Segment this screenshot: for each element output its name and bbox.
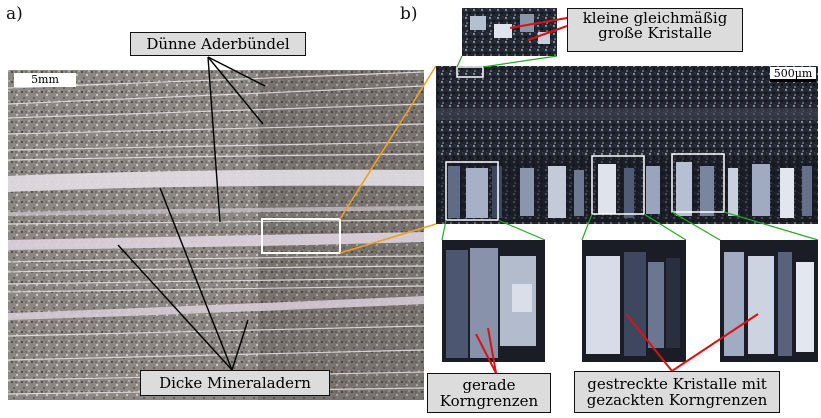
label-straight-line2: Korngrenzen	[439, 392, 539, 410]
select-box-2	[591, 155, 645, 215]
label-thick-veins-text: Dicke Mineraladern	[159, 374, 311, 392]
photo-a	[7, 70, 425, 400]
inset-top	[462, 8, 557, 56]
panel-label-b: b)	[400, 4, 418, 24]
thick-veins	[8, 169, 424, 320]
inset-1	[442, 240, 545, 362]
select-box-top	[456, 66, 484, 78]
label-stretched-line2: gezackten Korngrenzen	[586, 391, 768, 409]
select-box-3	[671, 153, 725, 213]
inset-2	[582, 240, 686, 362]
label-stretched-line1: gestreckte Kristalle mit	[587, 375, 767, 393]
label-small-crystals: kleine gleichmäßig große Kristalle	[567, 8, 743, 52]
red-arrows	[475, 17, 759, 374]
label-straight-line1: gerade	[462, 376, 516, 394]
inset-3	[720, 240, 818, 362]
scalebar-b-label: 500µm	[773, 67, 813, 80]
scalebar-a-label: 5mm	[31, 73, 59, 86]
panel-label-a: a)	[6, 4, 23, 24]
label-stretched-crystals: gestreckte Kristalle mit gezackten Korng…	[574, 371, 780, 413]
label-small-crystals-line2: große Kristalle	[598, 24, 712, 42]
label-thin-veins: Dünne Aderbündel	[130, 32, 306, 56]
label-thick-veins: Dicke Mineraladern	[140, 370, 330, 396]
select-box-1	[445, 161, 499, 221]
inset-connectors	[441, 55, 819, 241]
label-thin-veins-text: Dünne Aderbündel	[146, 35, 290, 53]
label-small-crystals-line1: kleine gleichmäßig	[582, 9, 728, 27]
zoom-connectors	[339, 65, 437, 254]
scalebar-a: 5mm	[14, 73, 76, 87]
leader-lines-a	[117, 56, 266, 371]
label-straight-boundaries: gerade Korngrenzen	[427, 373, 551, 413]
zoom-box-a	[261, 218, 341, 254]
photo-b	[436, 66, 818, 224]
scalebar-b: 500µm	[770, 67, 816, 82]
elongated-crystals	[448, 162, 812, 218]
